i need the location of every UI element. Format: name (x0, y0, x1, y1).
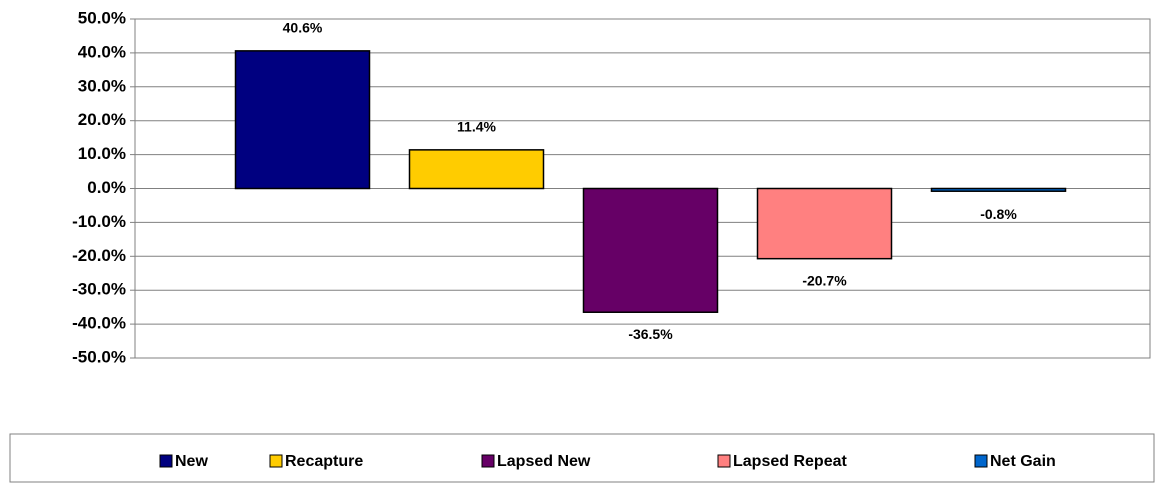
y-tick-label: -40.0% (72, 314, 126, 333)
y-tick-label: 10.0% (78, 144, 126, 163)
legend-swatch (159, 454, 173, 468)
y-tick-label: 20.0% (78, 110, 126, 129)
value-label: 11.4% (457, 119, 496, 135)
legend-swatch (481, 454, 495, 468)
bar (408, 149, 545, 190)
value-label: -20.7% (802, 272, 847, 288)
legend-swatch (269, 454, 283, 468)
legend-label: Recapture (285, 453, 363, 470)
y-tick-label: 30.0% (78, 76, 126, 95)
bar (930, 187, 1067, 192)
legend-box (9, 433, 1155, 483)
legend-swatch (974, 454, 988, 468)
y-tick-label: -20.0% (72, 246, 126, 265)
y-tick-label: 40.0% (78, 42, 126, 61)
legend-swatch (717, 454, 731, 468)
legend-label: Lapsed Repeat (733, 453, 847, 470)
bar (234, 50, 371, 190)
y-tick-label: 50.0% (78, 8, 126, 27)
y-tick-label: -10.0% (72, 212, 126, 231)
value-label: -0.8% (980, 206, 1017, 222)
legend-label: Net Gain (990, 453, 1056, 470)
value-label: -36.5% (628, 326, 673, 342)
y-tick-label: -50.0% (72, 347, 126, 366)
bar (582, 187, 719, 313)
value-label: 40.6% (283, 20, 323, 36)
legend-label: New (175, 453, 208, 470)
y-tick-label: -30.0% (72, 280, 126, 299)
y-tick-label: 0.0% (87, 178, 126, 197)
legend-label: Lapsed New (497, 453, 591, 470)
bar (756, 187, 893, 260)
